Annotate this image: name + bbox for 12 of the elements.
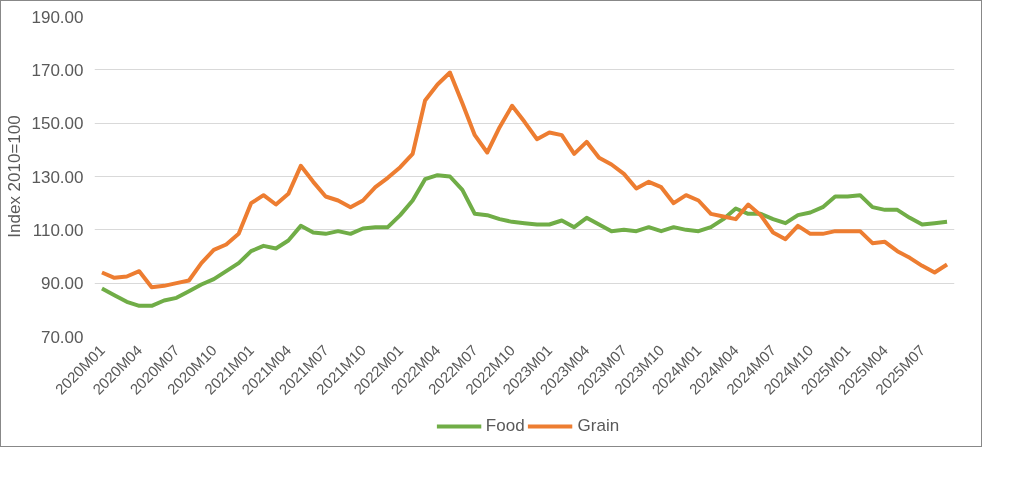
- legend-label: Food: [485, 416, 525, 436]
- y-tick-label: 90.00: [40, 274, 84, 294]
- y-tick-label: 150.00: [31, 114, 84, 134]
- y-tick-label: 190.00: [31, 7, 84, 27]
- y-tick-label: 170.00: [31, 60, 84, 80]
- y-tick-label: 130.00: [31, 167, 84, 187]
- legend-label: Grain: [577, 416, 620, 436]
- line-series: [99, 70, 950, 290]
- y-tick-label: 70.00: [40, 327, 84, 347]
- y-tick-label: 110.00: [32, 220, 84, 240]
- y-axis-title: Index 2010=100: [4, 115, 24, 238]
- line-series: [99, 173, 950, 308]
